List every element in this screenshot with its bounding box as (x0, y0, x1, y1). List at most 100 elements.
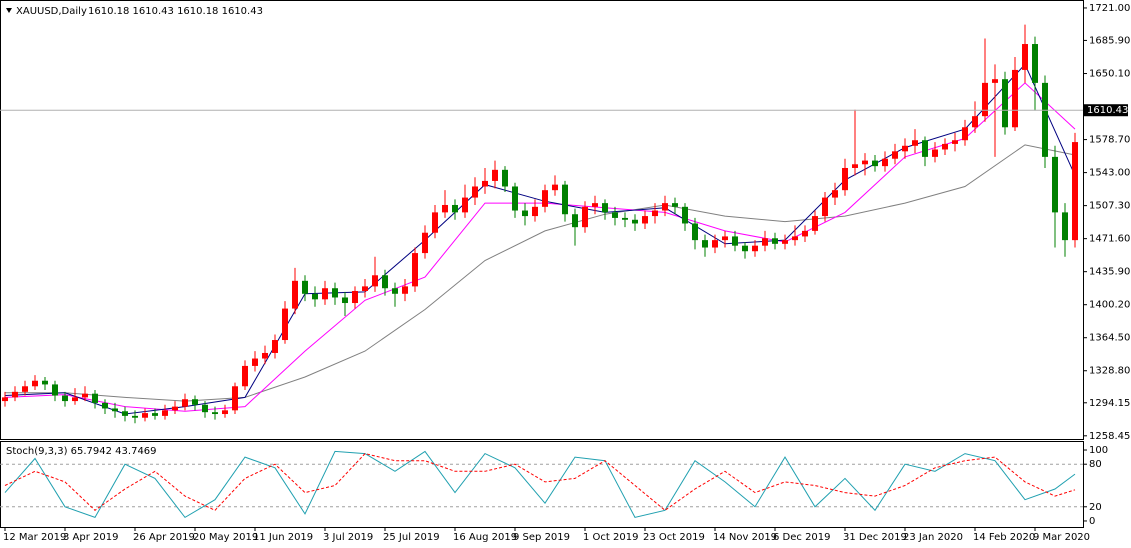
candle-body (572, 214, 578, 228)
candle-body (412, 253, 418, 287)
candle-body (552, 184, 558, 191)
candle-body (82, 393, 88, 398)
symbol-title: XAUUSD,Daily (16, 6, 87, 17)
stoch-title: Stoch(9,3,3) 65.7942 43.7469 (6, 446, 157, 457)
candle-body (432, 212, 438, 233)
candle-body (912, 140, 918, 146)
candle-body (992, 79, 998, 83)
stoch-line (4, 453, 1076, 511)
x-tick-label: 23 Jan 2020 (903, 532, 963, 543)
y-tick-label: 1435.90 (1089, 267, 1130, 278)
x-tick-label: 14 Feb 2020 (973, 532, 1035, 543)
candle-body (752, 245, 758, 252)
candle-body (852, 164, 858, 168)
price-label-box (1084, 104, 1128, 117)
candle-body (802, 230, 808, 237)
candle-body (972, 116, 978, 128)
candle-body (882, 158, 888, 167)
candle-body (2, 397, 8, 402)
candle-body (672, 203, 678, 207)
x-tick-label: 3 Apr 2019 (63, 532, 118, 543)
x-tick-label: 31 Dec 2019 (843, 532, 907, 543)
candle-body (652, 210, 658, 217)
candle-body (692, 223, 698, 241)
y-tick-label: 1328.80 (1089, 366, 1130, 377)
x-tick-label: 25 Jul 2019 (383, 532, 440, 543)
candle-body (482, 180, 488, 187)
candle-body (722, 236, 728, 241)
candle-body (832, 190, 838, 198)
candle-body (512, 186, 518, 211)
y-tick-label: 1364.50 (1089, 333, 1130, 344)
candle-body (162, 410, 168, 416)
candle-body (62, 395, 68, 402)
candle-body (242, 365, 248, 387)
y-tick-label: 0 (1089, 516, 1095, 527)
candle-body (342, 297, 348, 304)
candle-body (922, 140, 928, 157)
candle-body (182, 399, 188, 407)
y-tick-label: 1294.15 (1089, 398, 1130, 409)
x-tick-label: 12 Mar 2019 (3, 532, 66, 543)
y-tick-label: 1685.90 (1089, 35, 1130, 46)
y-tick-label: 100 (1089, 445, 1108, 456)
y-tick-label: 1258.45 (1089, 431, 1130, 442)
candle-body (532, 206, 538, 217)
y-tick-label: 1543.00 (1089, 168, 1130, 179)
candle-body (392, 288, 398, 294)
candle-body (122, 411, 128, 416)
candle-body (1002, 79, 1008, 128)
candle-body (222, 410, 228, 415)
candle-body (112, 408, 118, 412)
candle-body (542, 190, 548, 207)
quote-text: 1610.18 1610.43 1610.18 1610.43 (88, 6, 263, 17)
candle-body (172, 406, 178, 411)
y-tick-label: 1471.60 (1089, 234, 1130, 245)
candle-body (522, 210, 528, 217)
candle-body (862, 160, 868, 165)
candle-body (352, 291, 358, 304)
candle-body (932, 149, 938, 157)
candle-body (892, 151, 898, 159)
candle-body (262, 352, 268, 359)
candle-body (642, 216, 648, 224)
candle-body (662, 203, 668, 211)
candle-body (32, 380, 38, 387)
candle-body (682, 206, 688, 224)
x-tick-label: 11 Jun 2019 (253, 532, 313, 543)
candle-body (362, 286, 368, 292)
price-label: 1610.43 (1087, 105, 1128, 116)
candle-body (632, 219, 638, 224)
candle-body (292, 280, 298, 309)
x-tick-label: 6 Dec 2019 (773, 532, 831, 543)
candle-body (702, 240, 708, 248)
candle-body (302, 280, 308, 294)
collapse-icon[interactable] (6, 8, 12, 13)
y-tick-label: 1721.00 (1089, 3, 1130, 14)
x-tick-label: 14 Nov 2019 (713, 532, 777, 543)
candle-body (712, 240, 718, 248)
x-tick-label: 16 Aug 2019 (453, 532, 517, 543)
candle-body (822, 197, 828, 217)
candle-body (382, 275, 388, 289)
candle-body (762, 238, 768, 246)
candle-body (402, 286, 408, 294)
candle-body (492, 169, 498, 181)
candle-body (952, 140, 958, 144)
candle-body (72, 397, 78, 402)
y-tick-label: 80 (1089, 459, 1102, 470)
candle-body (982, 82, 988, 117)
candle-body (1062, 212, 1068, 241)
x-tick-label: 9 Sep 2019 (513, 532, 570, 543)
candle-body (252, 358, 258, 366)
candle-body (312, 293, 318, 300)
candle-body (772, 238, 778, 244)
candle-body (92, 393, 98, 403)
candle-body (622, 217, 628, 220)
y-tick-label: 20 (1089, 502, 1102, 513)
candle-body (272, 340, 278, 353)
candle-body (212, 412, 218, 415)
candle-body (192, 399, 198, 405)
